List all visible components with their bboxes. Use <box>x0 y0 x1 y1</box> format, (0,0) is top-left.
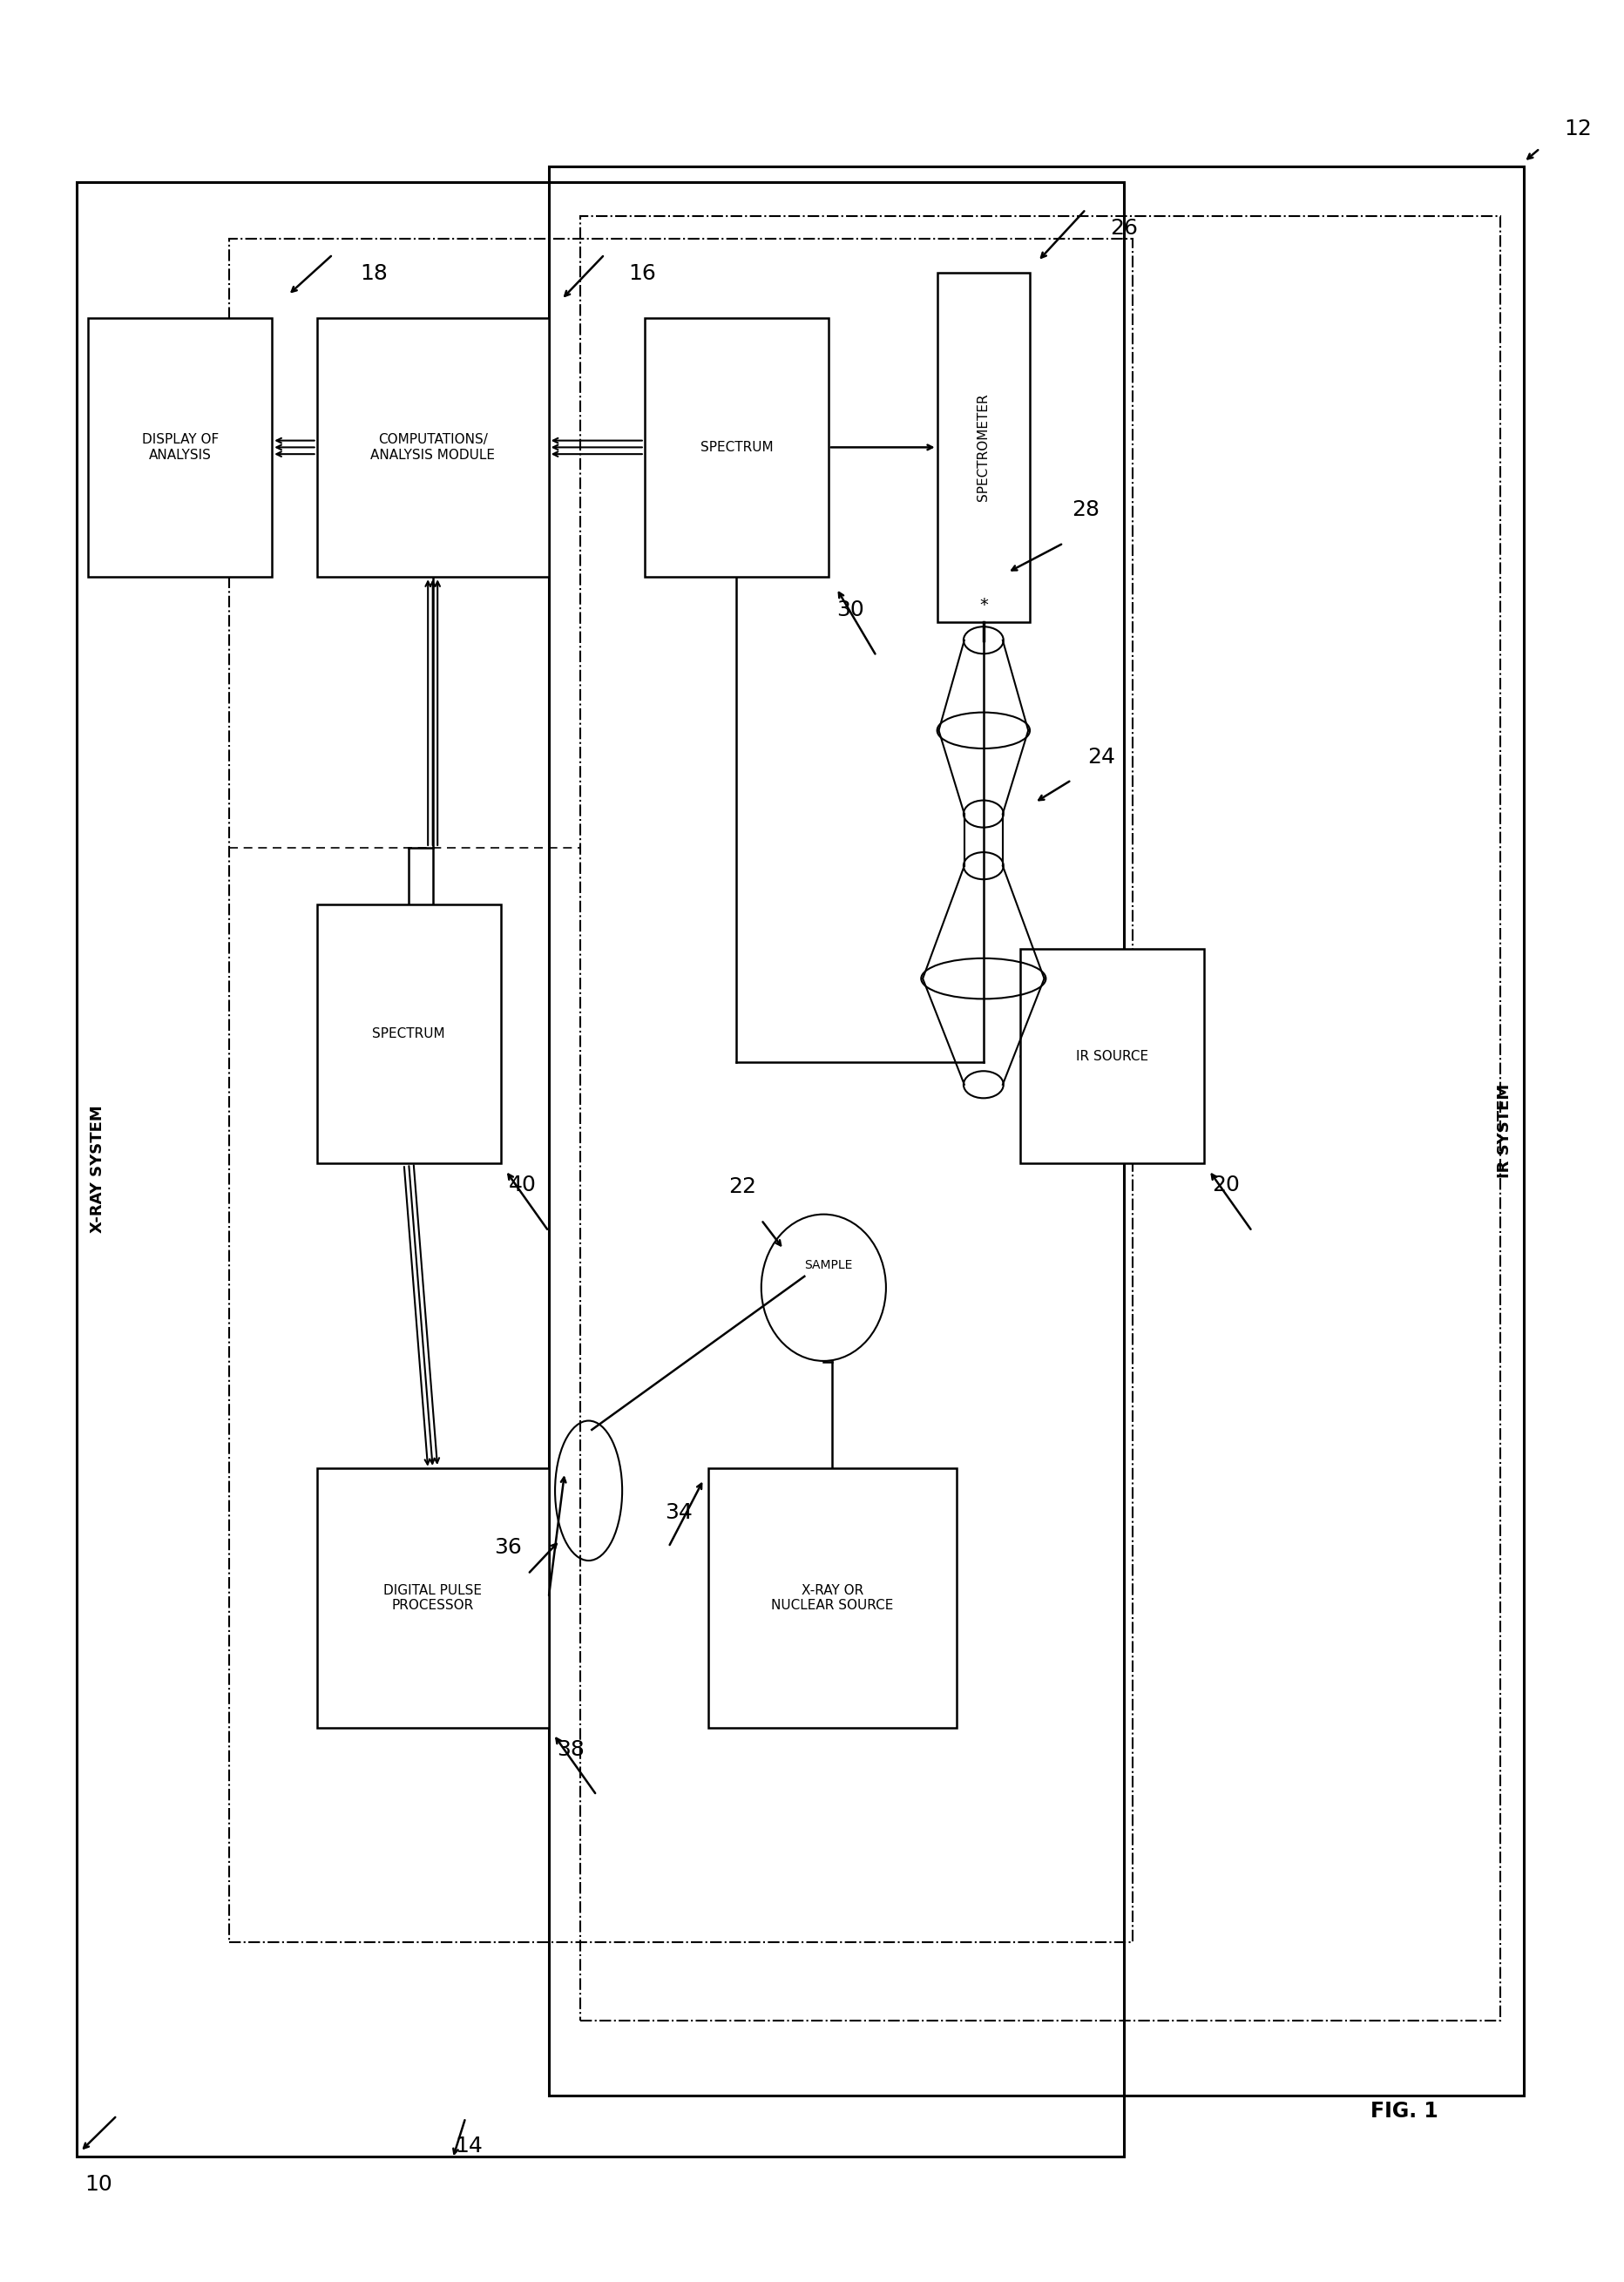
Text: 18: 18 <box>361 262 388 283</box>
Text: 36: 36 <box>494 1538 521 1559</box>
Text: *: * <box>979 596 987 614</box>
Text: DISPLAY OF
ANALYSIS: DISPLAY OF ANALYSIS <box>141 434 219 461</box>
Bar <box>937 272 1030 623</box>
Text: 10: 10 <box>84 2175 112 2195</box>
Text: 38: 38 <box>557 1739 585 1759</box>
Bar <box>549 167 1523 2095</box>
Text: IR SOURCE: IR SOURCE <box>1075 1050 1148 1063</box>
Text: 28: 28 <box>1070 500 1099 520</box>
Bar <box>88 317 271 577</box>
Text: 30: 30 <box>836 600 864 621</box>
Text: COMPUTATIONS/
ANALYSIS MODULE: COMPUTATIONS/ ANALYSIS MODULE <box>370 434 495 461</box>
Text: FIG. 1: FIG. 1 <box>1369 2099 1437 2122</box>
Text: 22: 22 <box>728 1178 757 1198</box>
Text: 12: 12 <box>1562 119 1592 139</box>
Bar <box>229 240 1132 1942</box>
Text: SPECTROMETER: SPECTROMETER <box>976 393 989 502</box>
Bar <box>317 1467 549 1727</box>
Text: X-RAY SYSTEM: X-RAY SYSTEM <box>89 1104 106 1232</box>
Text: SAMPLE: SAMPLE <box>804 1260 853 1271</box>
Text: 16: 16 <box>628 262 656 283</box>
Text: 40: 40 <box>508 1175 536 1196</box>
Text: 14: 14 <box>455 2136 482 2156</box>
Bar <box>317 317 549 577</box>
Text: IR SYSTEM: IR SYSTEM <box>1496 1084 1512 1178</box>
Bar <box>76 183 1124 2156</box>
Text: SPECTRUM: SPECTRUM <box>700 440 773 454</box>
Text: DIGITAL PULSE
PROCESSOR: DIGITAL PULSE PROCESSOR <box>383 1584 482 1611</box>
Bar <box>580 217 1499 2022</box>
Bar <box>645 317 828 577</box>
Text: 26: 26 <box>1109 217 1137 240</box>
Bar <box>1020 949 1203 1164</box>
Text: 34: 34 <box>664 1502 692 1522</box>
Text: SPECTRUM: SPECTRUM <box>372 1027 445 1041</box>
Bar <box>708 1467 957 1727</box>
Text: 20: 20 <box>1212 1175 1239 1196</box>
Bar <box>317 904 500 1164</box>
Text: X-RAY OR
NUCLEAR SOURCE: X-RAY OR NUCLEAR SOURCE <box>771 1584 893 1611</box>
Text: 24: 24 <box>1086 746 1114 769</box>
